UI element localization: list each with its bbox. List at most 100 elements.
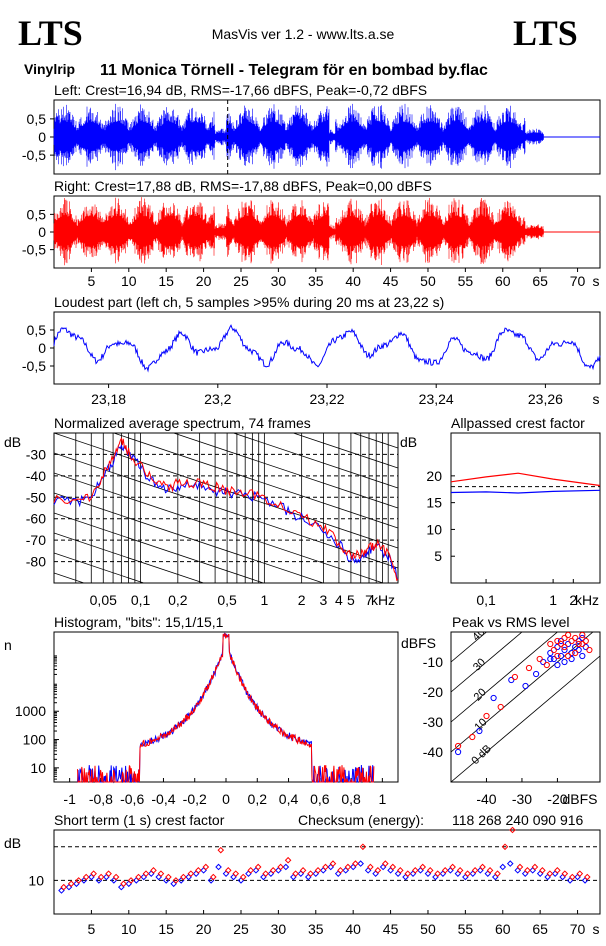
stcrest-point-right (419, 863, 427, 871)
peakrms-point-right (554, 652, 561, 660)
right-waveform-title: Right: Crest=17,88 dB, RMS=-17,88 dBFS, … (54, 178, 432, 194)
peakrms-point-left (455, 748, 462, 756)
stcrest-point-right (180, 873, 187, 881)
xtick-label: 0,8 (341, 791, 361, 807)
peakrms-point-left (572, 643, 579, 651)
spectrum-frame (53, 432, 399, 584)
stcrest-point-right (187, 870, 195, 877)
stcrest-point-right (479, 863, 486, 871)
xtick-label: -0,4 (151, 791, 175, 807)
loudest-trace (53, 324, 601, 373)
stcrest-point-right (247, 867, 255, 874)
crest-label: 20 (472, 686, 489, 703)
xtick-label: 40 (345, 273, 361, 289)
stcrest-point-right (217, 846, 225, 854)
stcrest-point-right (516, 863, 524, 871)
peakrms-ylabel: dBFS (401, 635, 436, 651)
xtick-label: 23,26 (528, 391, 563, 407)
peakrms-point-left (579, 652, 586, 660)
ytick-label: 0,5 (27, 322, 47, 338)
stcrest-point-right (501, 843, 509, 851)
crest-line (451, 632, 559, 723)
stcrest-point-right (583, 873, 591, 881)
xtick-label: 30 (271, 273, 287, 289)
peakrms-point-left (579, 634, 586, 642)
xtick-label: 25 (233, 273, 249, 289)
stcrest-point-right (60, 883, 68, 891)
allpassed-series-left (450, 489, 601, 494)
stcrest-point-right (344, 863, 352, 871)
stcrest-point-right (307, 870, 314, 877)
stcrest-frame (53, 829, 601, 915)
spectrum-series-right (53, 436, 399, 582)
xtick-label: 1 (378, 791, 386, 807)
peakrms-point-left (568, 655, 575, 663)
stcrest-point-right (299, 867, 307, 874)
crest-label: 40 (470, 626, 487, 643)
xtick-label: 45 (383, 273, 399, 289)
allpassed-ylabel: dB (400, 434, 417, 450)
xtick-label: 0 (222, 791, 230, 807)
stcrest-point-right (254, 863, 262, 871)
xtick-label: -1 (63, 791, 76, 807)
xtick-label: 23,18 (91, 391, 126, 407)
xtick-label: 5 (347, 592, 355, 608)
stcrest-point-right (471, 867, 479, 874)
spectrum-slope-line (54, 532, 205, 583)
xtick-label: 35 (308, 921, 324, 937)
peakrms-point-left (533, 670, 540, 678)
spectrum-slope-group (54, 273, 398, 583)
stcrest-point-right (434, 870, 442, 877)
stcrest-point-right (329, 860, 337, 867)
peakrms-point-right (575, 640, 582, 648)
ytick-label: 15 (426, 495, 442, 511)
crest-line (451, 655, 600, 782)
ytick-label: -60 (26, 511, 46, 527)
stcrest-point-right (524, 867, 531, 874)
peakrms-point-right (561, 643, 568, 651)
spectrum-slope-line (292, 433, 398, 469)
peakrms-frame (450, 631, 601, 783)
xtick-label: -0,6 (120, 791, 144, 807)
spectrum-slope-line (54, 273, 398, 388)
xtick-label: 35 (308, 273, 324, 289)
spectrum-slope-line (54, 492, 325, 583)
peakrms-point-right (547, 640, 554, 648)
xunit-label: s (593, 391, 600, 407)
xtick-label: 25 (233, 921, 249, 937)
stcrest-point-right (157, 870, 165, 877)
spectrum-ylabel: dB (4, 434, 21, 450)
peakrms-point-left (554, 661, 561, 669)
stcrest-point-right (359, 843, 367, 851)
track-title: 11 Monica Törnell - Telegram för en bomb… (100, 62, 488, 79)
peakrms-point-left (547, 655, 554, 663)
waveform-trace (53, 197, 601, 266)
ytick-label: -0,5 (22, 242, 46, 258)
xtick-label: 65 (532, 921, 548, 937)
stcrest-point-right (322, 863, 329, 871)
spectrum-series-left (53, 443, 399, 580)
stcrest-point-right (105, 870, 112, 877)
stcrest-point-right (277, 863, 284, 871)
stcrest-point-right (314, 867, 322, 874)
peakrms-point-left (550, 655, 558, 663)
stcrest-point-left (506, 860, 514, 867)
spectrum-slope-line (54, 313, 398, 428)
xtick-label: 20 (196, 921, 212, 937)
crest-line (451, 632, 594, 753)
spectrum-slope-line (172, 433, 398, 509)
stcrest-point-right (172, 877, 180, 884)
histogram-series-left (77, 632, 374, 784)
xtick-label: 1 (260, 592, 268, 608)
xtick-label: 45 (383, 921, 399, 937)
allpassed-frame (450, 432, 601, 584)
stcrest-point-right (142, 870, 150, 877)
peakrms-point-left (522, 682, 529, 690)
xtick-label: 55 (458, 921, 474, 937)
stcrest-point-right (210, 873, 217, 881)
stcrest-point-right (165, 873, 172, 881)
stcrest-ylabel: dB (4, 835, 21, 851)
stcrest-point-right (404, 870, 412, 877)
